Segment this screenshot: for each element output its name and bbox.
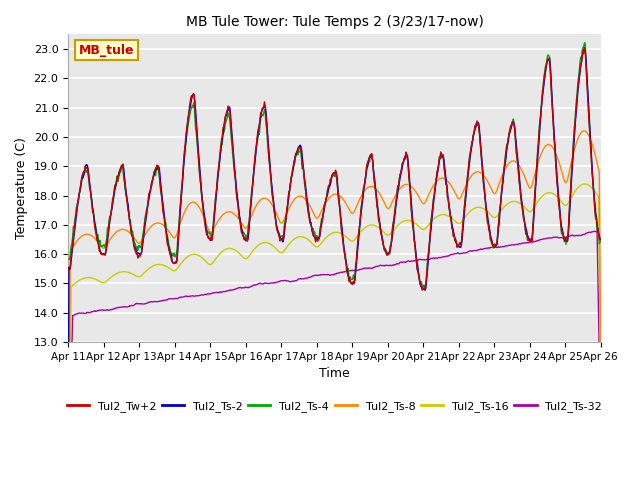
Y-axis label: Temperature (C): Temperature (C) — [15, 137, 28, 239]
Text: MB_tule: MB_tule — [79, 44, 134, 57]
Legend: Tul2_Tw+2, Tul2_Ts-2, Tul2_Ts-4, Tul2_Ts-8, Tul2_Ts-16, Tul2_Ts-32: Tul2_Tw+2, Tul2_Ts-2, Tul2_Ts-4, Tul2_Ts… — [62, 397, 607, 417]
X-axis label: Time: Time — [319, 367, 350, 380]
Title: MB Tule Tower: Tule Temps 2 (3/23/17-now): MB Tule Tower: Tule Temps 2 (3/23/17-now… — [186, 15, 483, 29]
